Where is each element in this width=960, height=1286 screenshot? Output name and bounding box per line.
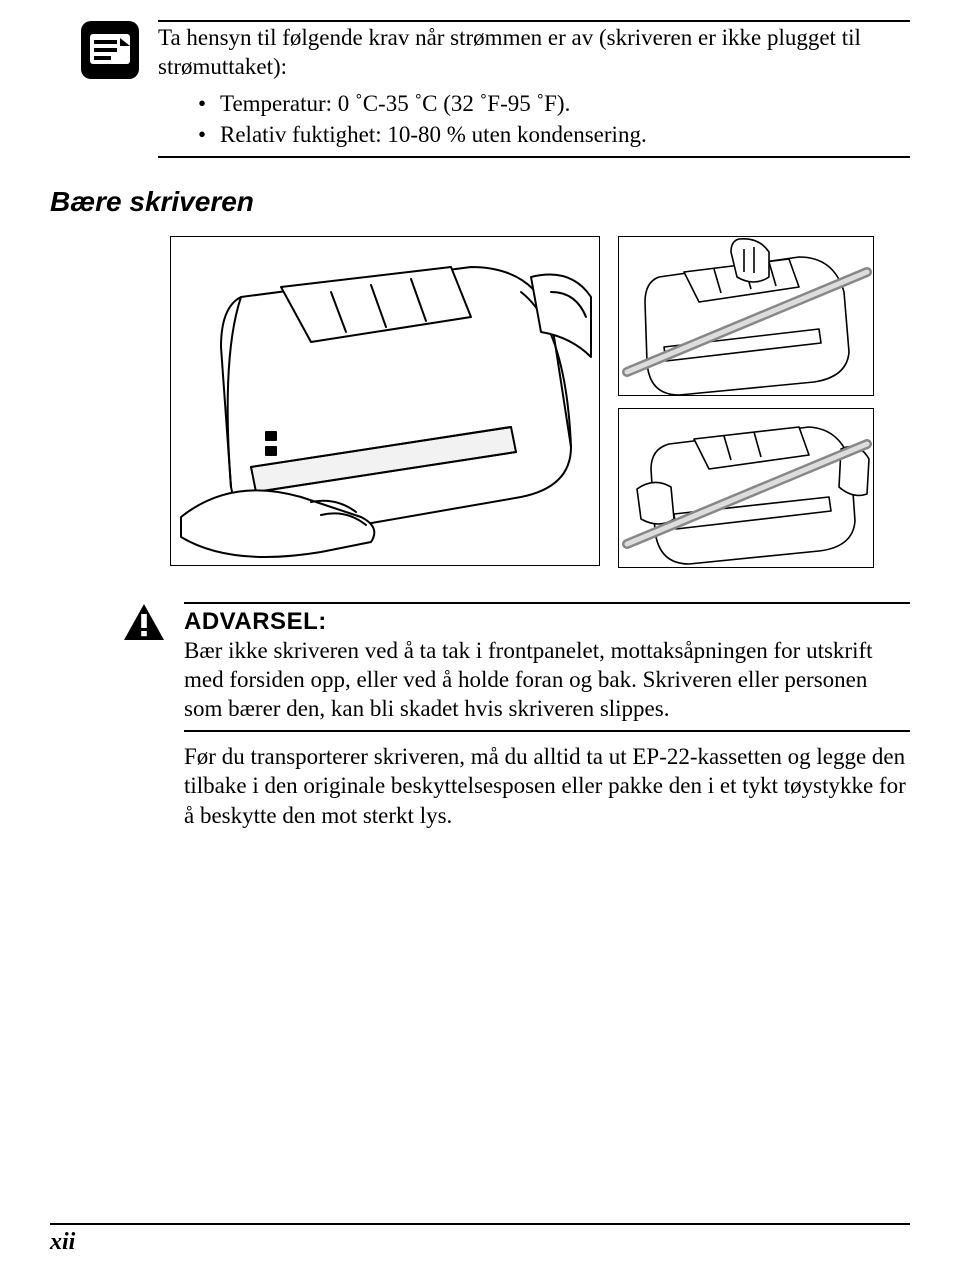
bullet-item: Temperatur: 0 ˚C-35 ˚C (32 ˚F-95 ˚F). bbox=[198, 88, 910, 119]
bullet-item: Relativ fuktighet: 10-80 % uten kondense… bbox=[198, 119, 910, 150]
transport-paragraph: Før du transporterer skriveren, må du al… bbox=[184, 742, 910, 830]
figure-large bbox=[170, 236, 600, 566]
figure-row bbox=[170, 236, 910, 568]
warning-icon bbox=[122, 602, 166, 642]
figure-small-column bbox=[618, 236, 874, 568]
note-intro: Ta hensyn til følgende krav når strømmen… bbox=[158, 24, 910, 82]
warning-boxed: ADVARSEL: Bær ikke skriveren ved å ta ta… bbox=[184, 602, 910, 732]
note-icon bbox=[80, 20, 140, 80]
figure-small-top bbox=[618, 236, 874, 396]
warning-block: ADVARSEL: Bær ikke skriveren ved å ta ta… bbox=[122, 602, 910, 831]
warning-body: Bær ikke skriveren ved å ta tak i frontp… bbox=[184, 636, 910, 724]
section-heading: Bære skriveren bbox=[50, 186, 910, 218]
footer-rule bbox=[50, 1223, 910, 1225]
page-number: xii bbox=[50, 1229, 910, 1256]
warning-title: ADVARSEL: bbox=[184, 608, 910, 636]
figure-small-bottom bbox=[618, 408, 874, 568]
note-block: Ta hensyn til følgende krav når strømmen… bbox=[80, 20, 910, 158]
note-bullets: Temperatur: 0 ˚C-35 ˚C (32 ˚F-95 ˚F). Re… bbox=[198, 88, 910, 150]
page-content: Ta hensyn til følgende krav når strømmen… bbox=[0, 0, 960, 830]
note-text: Ta hensyn til følgende krav når strømmen… bbox=[158, 20, 910, 158]
page-footer: xii bbox=[0, 1223, 960, 1256]
warning-text-column: ADVARSEL: Bær ikke skriveren ved å ta ta… bbox=[184, 602, 910, 831]
